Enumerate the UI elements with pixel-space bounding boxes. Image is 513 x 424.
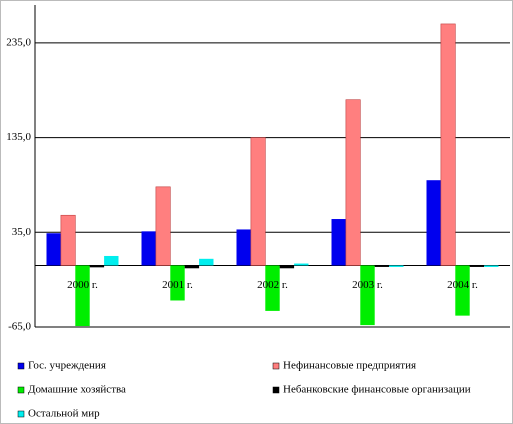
- bar: [75, 265, 90, 327]
- bar: [455, 265, 470, 316]
- bar: [345, 99, 361, 266]
- bar: [294, 263, 309, 266]
- legend-swatch: [17, 410, 25, 418]
- bar: [484, 265, 499, 267]
- bar: [89, 265, 105, 268]
- bar: [155, 186, 171, 266]
- bar: [170, 265, 185, 301]
- bar: [374, 265, 390, 267]
- bar: [469, 265, 485, 267]
- legend-swatch: [17, 362, 25, 370]
- legend-swatch: [17, 386, 25, 394]
- x-tick-label: 2002 г.: [257, 279, 288, 291]
- legend-swatch: [272, 386, 280, 394]
- x-tick-label: 2001 г.: [162, 279, 193, 291]
- bar: [141, 231, 156, 266]
- y-tick-label: 235,0: [6, 36, 31, 48]
- legend-label: Домашние хозяйства: [28, 384, 126, 396]
- y-tick-label: -65,0: [8, 321, 31, 333]
- bar: [236, 229, 251, 266]
- legend-label: Небанковские финансовые организации: [283, 384, 471, 396]
- bar: [60, 214, 76, 266]
- bar: [250, 137, 266, 266]
- bar: [440, 23, 456, 266]
- x-tick-label: 2003 г.: [352, 279, 383, 291]
- legend-label: Гос. учреждения: [28, 360, 106, 372]
- y-tick-label: 135,0: [6, 131, 31, 143]
- x-tick-label: 2000 г.: [67, 279, 98, 291]
- legend-label: Нефинансовые предприятия: [283, 360, 416, 372]
- bar: [104, 255, 119, 266]
- y-tick-label: 35,0: [12, 226, 32, 238]
- bar: [199, 258, 214, 266]
- legend-label: Остальной мир: [28, 408, 100, 420]
- x-tick-label: 2004 г.: [447, 279, 478, 291]
- bar: [389, 265, 404, 267]
- bar: [46, 233, 61, 266]
- bar: [426, 180, 441, 266]
- bar: [184, 265, 200, 269]
- bar: [265, 265, 280, 311]
- legend-swatch: [272, 362, 280, 370]
- bar: [360, 265, 375, 326]
- bar: [279, 265, 295, 269]
- bar: [331, 219, 346, 266]
